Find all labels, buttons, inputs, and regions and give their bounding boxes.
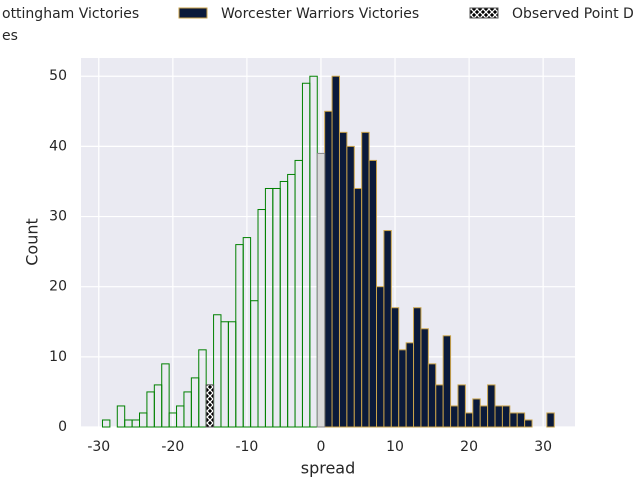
x-tick-label: 10: [386, 439, 404, 455]
y-axis-label: Count: [23, 218, 42, 266]
bar: [546, 412, 555, 428]
bar: [376, 286, 385, 428]
bar: [427, 363, 437, 428]
bar: [353, 187, 363, 428]
x-tick-label: -30: [87, 439, 110, 455]
y-tick-label: 40: [49, 138, 67, 154]
bar: [464, 412, 474, 428]
bar: [331, 75, 340, 428]
bar: [361, 131, 370, 428]
bar: [472, 398, 481, 428]
bar: [413, 307, 422, 428]
bar: [487, 384, 496, 428]
y-tick-label: 50: [49, 68, 67, 84]
legend-swatch: [178, 7, 208, 19]
bar: [161, 363, 170, 428]
bar: [390, 307, 400, 428]
bar: [457, 384, 466, 428]
bar: [383, 230, 392, 428]
bar: [116, 405, 126, 428]
x-tick-label: 20: [460, 439, 478, 455]
bar: [509, 412, 518, 428]
bar: [368, 159, 378, 428]
bar: [442, 335, 452, 428]
bar: [435, 384, 444, 428]
legend-label: Observed Point D: [512, 6, 634, 22]
bar: [405, 342, 415, 428]
bar: [205, 384, 215, 428]
x-axis-label: spread: [301, 459, 356, 478]
bar: [420, 328, 429, 428]
bar: [494, 405, 503, 428]
x-tick-label: 30: [534, 439, 552, 455]
bar: [101, 419, 111, 428]
bar: [516, 412, 526, 428]
y-tick-label: 30: [49, 209, 67, 225]
x-tick-label: -20: [161, 439, 184, 455]
legend-label: es: [2, 28, 18, 44]
bar: [324, 110, 333, 428]
legend-swatch: [469, 7, 499, 19]
y-tick-label: 10: [49, 349, 67, 365]
bar: [501, 405, 511, 428]
bar: [450, 405, 459, 428]
bar: [524, 419, 533, 428]
x-tick-label: -10: [235, 439, 258, 455]
legend-label: Worcester Warriors Victories: [221, 6, 419, 22]
y-tick-label: 20: [49, 279, 67, 295]
x-tick-label: 0: [317, 439, 326, 455]
legend-label: ottingham Victories: [2, 6, 139, 22]
bar: [479, 405, 489, 428]
y-tick-label: 0: [58, 419, 67, 435]
bar: [346, 145, 355, 428]
bar: [338, 131, 348, 428]
bar: [316, 152, 326, 428]
bar: [398, 349, 407, 428]
